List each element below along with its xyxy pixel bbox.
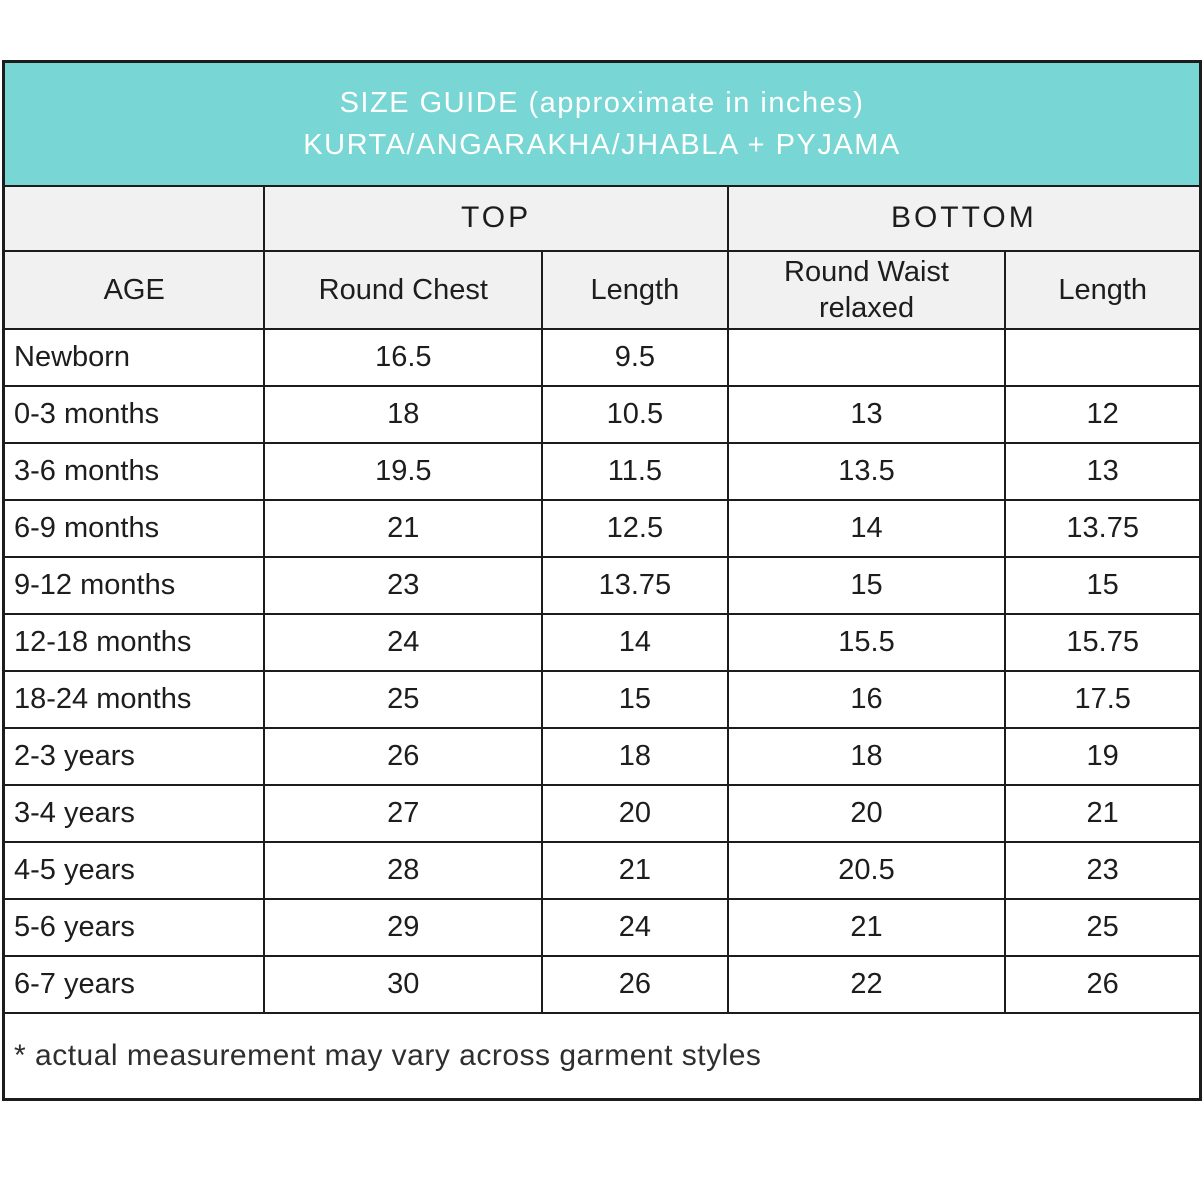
table-row: 6-9 months 21 12.5 14 13.75 <box>2 499 1202 558</box>
cell-age: 18-24 months <box>2 670 266 729</box>
cell-top-length: 11.5 <box>541 442 729 501</box>
cell-top-length: 24 <box>541 898 729 957</box>
footnote: * actual measurement may vary across gar… <box>2 1012 1202 1100</box>
cell-round-chest: 24 <box>263 613 544 672</box>
cell-round-waist: 18 <box>726 727 1007 786</box>
cell-round-chest: 30 <box>263 955 544 1014</box>
cell-round-waist: 14 <box>726 499 1007 558</box>
cell-bottom-length <box>1004 328 1202 387</box>
table-row: 6-7 years 30 26 22 26 <box>2 955 1202 1014</box>
group-cell-top: TOP <box>263 184 729 252</box>
footnote-row: * actual measurement may vary across gar… <box>2 1012 1202 1100</box>
cell-age: 9-12 months <box>2 556 266 615</box>
cell-round-waist: 21 <box>726 898 1007 957</box>
cell-round-chest: 27 <box>263 784 544 843</box>
table-row: 9-12 months 23 13.75 15 15 <box>2 556 1202 615</box>
cell-top-length: 21 <box>541 841 729 900</box>
cell-round-waist: 13.5 <box>726 442 1007 501</box>
column-group-row: TOP BOTTOM <box>2 184 1202 252</box>
cell-age: 3-4 years <box>2 784 266 843</box>
cell-round-waist: 20.5 <box>726 841 1007 900</box>
table-row: 18-24 months 25 15 16 17.5 <box>2 670 1202 729</box>
cell-bottom-length: 13 <box>1004 442 1202 501</box>
cell-age: Newborn <box>2 328 266 387</box>
cell-round-waist: 16 <box>726 670 1007 729</box>
table-row: 0-3 months 18 10.5 13 12 <box>2 385 1202 444</box>
cell-round-chest: 29 <box>263 898 544 957</box>
cell-round-chest: 23 <box>263 556 544 615</box>
cell-bottom-length: 12 <box>1004 385 1202 444</box>
cell-top-length: 13.75 <box>541 556 729 615</box>
column-header-round-waist-label: Round Waist relaxed <box>784 255 949 324</box>
cell-round-waist: 22 <box>726 955 1007 1014</box>
table-row: 3-6 months 19.5 11.5 13.5 13 <box>2 442 1202 501</box>
table-row: 5-6 years 29 24 21 25 <box>2 898 1202 957</box>
cell-age: 5-6 years <box>2 898 266 957</box>
cell-age: 3-6 months <box>2 442 266 501</box>
column-header-row: AGE Round Chest Length Round Waist relax… <box>2 249 1202 330</box>
column-header-top-length: Length <box>541 249 729 330</box>
cell-top-length: 14 <box>541 613 729 672</box>
cell-round-waist <box>726 328 1007 387</box>
cell-round-waist: 20 <box>726 784 1007 843</box>
group-cell-empty <box>2 184 266 252</box>
cell-round-chest: 28 <box>263 841 544 900</box>
cell-round-chest: 16.5 <box>263 328 544 387</box>
cell-top-length: 12.5 <box>541 499 729 558</box>
table-row: Newborn 16.5 9.5 <box>2 328 1202 387</box>
cell-bottom-length: 13.75 <box>1004 499 1202 558</box>
cell-round-waist: 15 <box>726 556 1007 615</box>
column-header-round-waist: Round Waist relaxed <box>726 249 1007 330</box>
cell-round-waist: 13 <box>726 385 1007 444</box>
size-guide-table: SIZE GUIDE (approximate in inches) KURTA… <box>2 60 1202 1101</box>
cell-round-chest: 25 <box>263 670 544 729</box>
cell-age: 6-9 months <box>2 499 266 558</box>
cell-age: 0-3 months <box>2 385 266 444</box>
cell-top-length: 9.5 <box>541 328 729 387</box>
title-row: SIZE GUIDE (approximate in inches) KURTA… <box>2 60 1202 187</box>
table-row: 3-4 years 27 20 20 21 <box>2 784 1202 843</box>
cell-round-chest: 21 <box>263 499 544 558</box>
cell-round-waist: 15.5 <box>726 613 1007 672</box>
column-header-bottom-length: Length <box>1004 249 1202 330</box>
cell-bottom-length: 26 <box>1004 955 1202 1014</box>
cell-bottom-length: 23 <box>1004 841 1202 900</box>
cell-top-length: 20 <box>541 784 729 843</box>
column-header-age: AGE <box>2 249 266 330</box>
cell-round-chest: 26 <box>263 727 544 786</box>
cell-top-length: 18 <box>541 727 729 786</box>
cell-top-length: 10.5 <box>541 385 729 444</box>
cell-age: 12-18 months <box>2 613 266 672</box>
cell-top-length: 15 <box>541 670 729 729</box>
cell-age: 6-7 years <box>2 955 266 1014</box>
cell-bottom-length: 15.75 <box>1004 613 1202 672</box>
column-header-round-chest: Round Chest <box>263 249 544 330</box>
cell-round-chest: 18 <box>263 385 544 444</box>
cell-bottom-length: 17.5 <box>1004 670 1202 729</box>
cell-bottom-length: 15 <box>1004 556 1202 615</box>
cell-top-length: 26 <box>541 955 729 1014</box>
cell-bottom-length: 19 <box>1004 727 1202 786</box>
size-guide-page: SIZE GUIDE (approximate in inches) KURTA… <box>2 60 1202 1101</box>
size-guide-banner: SIZE GUIDE (approximate in inches) KURTA… <box>2 60 1202 187</box>
cell-bottom-length: 25 <box>1004 898 1202 957</box>
table-row: 12-18 months 24 14 15.5 15.75 <box>2 613 1202 672</box>
cell-age: 4-5 years <box>2 841 266 900</box>
cell-age: 2-3 years <box>2 727 266 786</box>
cell-bottom-length: 21 <box>1004 784 1202 843</box>
group-cell-bottom: BOTTOM <box>726 184 1202 252</box>
banner-title-line2: KURTA/ANGARAKHA/JHABLA + PYJAMA <box>303 128 901 161</box>
table-row: 4-5 years 28 21 20.5 23 <box>2 841 1202 900</box>
banner-title-line1: SIZE GUIDE (approximate in inches) <box>339 86 865 119</box>
cell-round-chest: 19.5 <box>263 442 544 501</box>
table-row: 2-3 years 26 18 18 19 <box>2 727 1202 786</box>
